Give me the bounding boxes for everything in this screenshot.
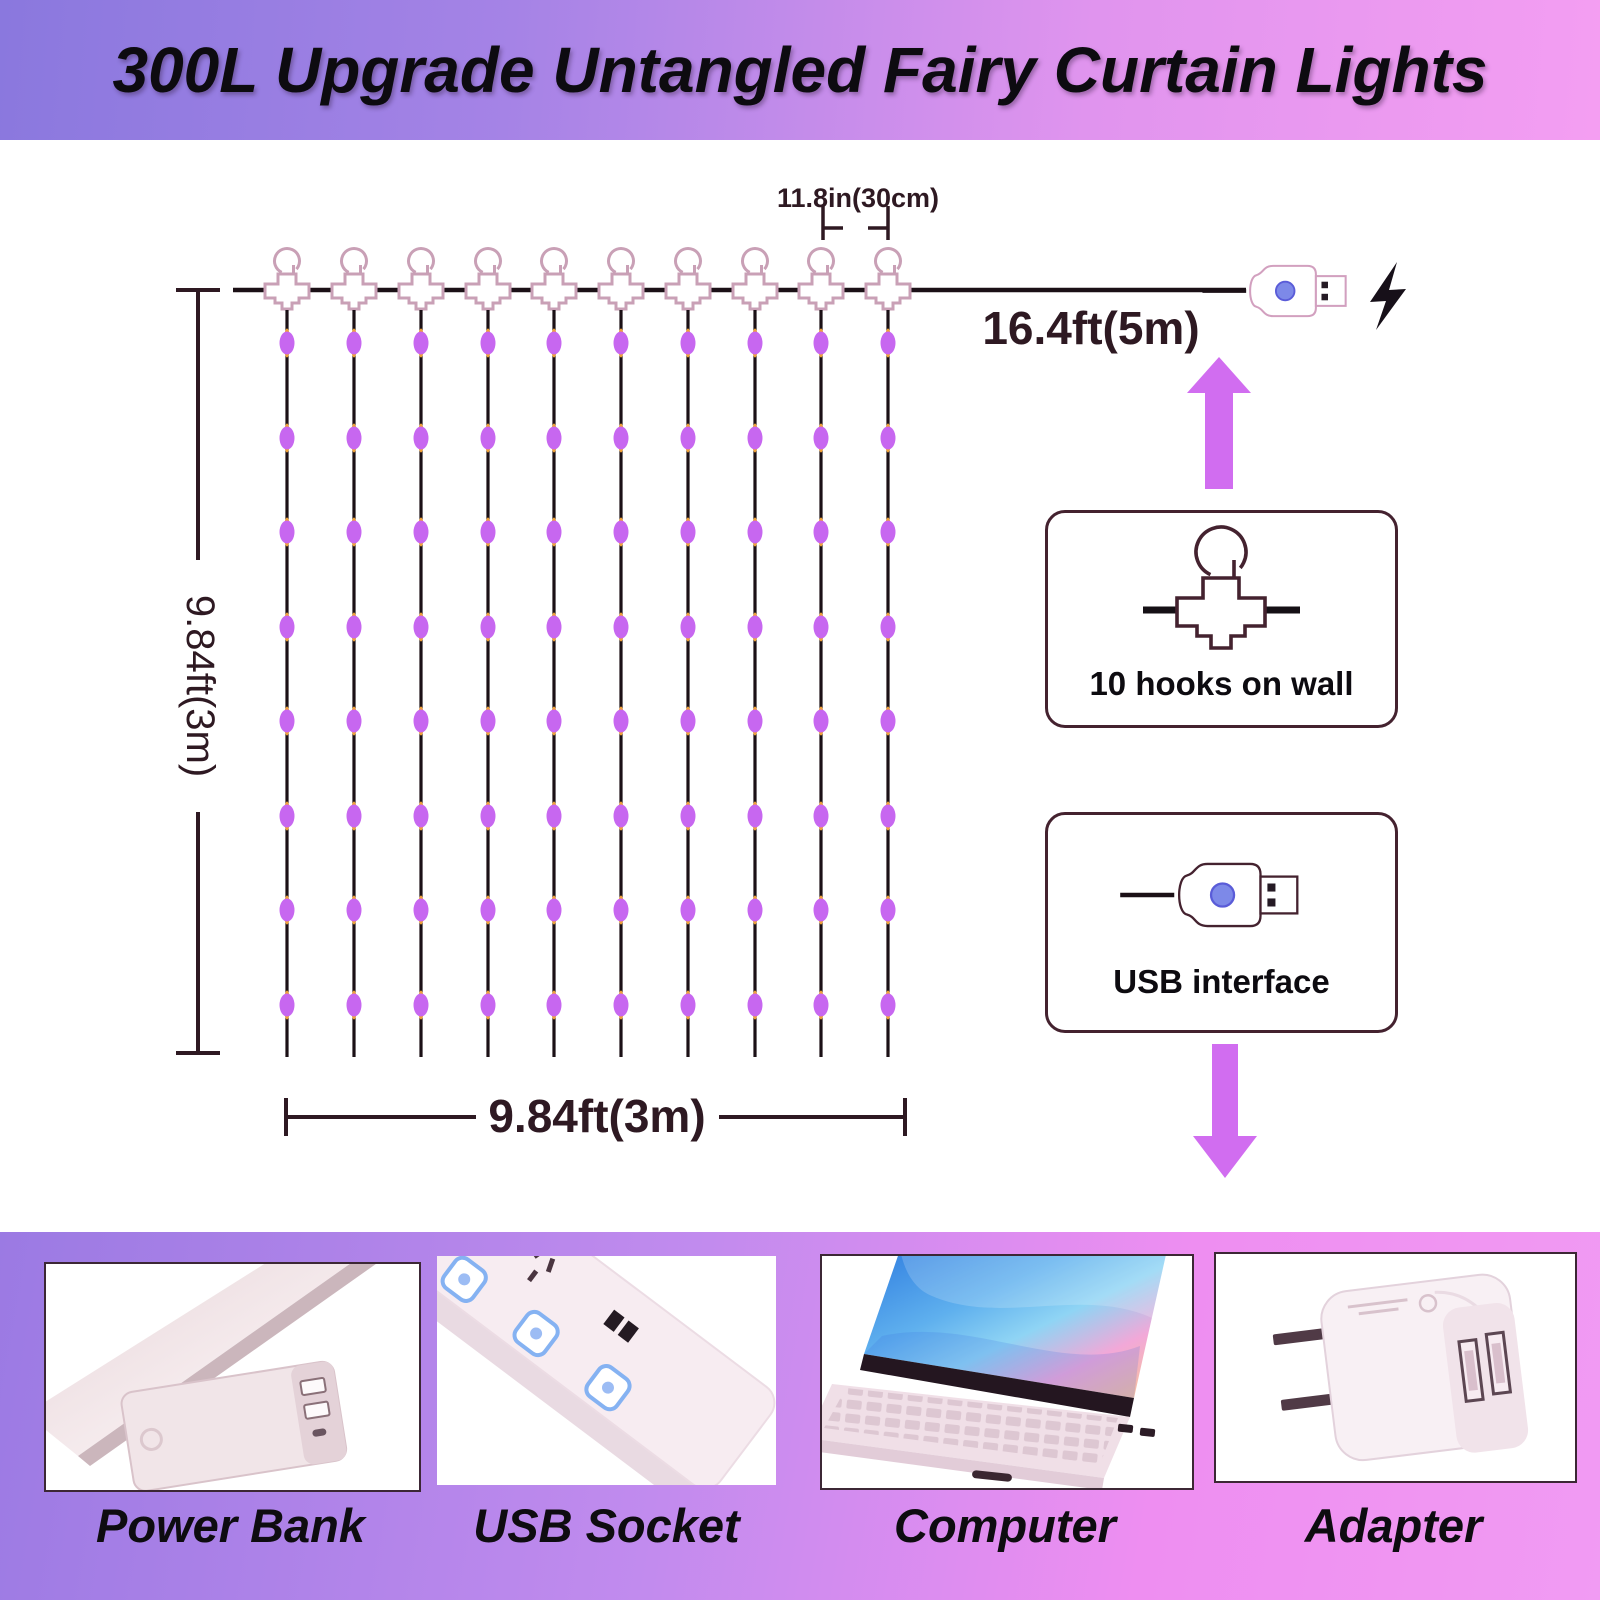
usb-callout-box: USB interface — [1045, 812, 1398, 1033]
power-bank-photo — [44, 1262, 421, 1492]
hook-spacing-ticks — [821, 206, 890, 240]
up-arrow-icon — [1187, 357, 1251, 489]
adapter-label: Adapter — [1304, 1499, 1483, 1552]
usb-callout-label: USB interface — [1113, 963, 1330, 1000]
adapter-photo — [1214, 1252, 1577, 1483]
hooks-callout-box: 10 hooks on wall — [1045, 510, 1398, 728]
curtain-hooks — [264, 243, 911, 310]
usb-connector-icon — [1200, 264, 1348, 318]
width-dimension-label: 9.84ft(3m) — [488, 1090, 705, 1142]
power-bank-label: Power Bank — [95, 1499, 366, 1552]
usb-socket-photo — [437, 1256, 776, 1485]
height-dimension-label: 9.84ft(3m) — [178, 595, 222, 777]
hooks-callout-label: 10 hooks on wall — [1089, 665, 1354, 702]
cable-length-label: 16.4ft(5m) — [982, 302, 1199, 354]
usb-interface-icon — [1048, 815, 1395, 965]
lightning-bolt-icon — [1370, 262, 1406, 330]
wall-hook-icon — [1143, 517, 1300, 649]
width-dimension-bracket — [284, 1098, 907, 1136]
hook-spacing-dimension: 11.8in(30cm) — [777, 183, 939, 213]
down-arrow-icon — [1193, 1044, 1257, 1178]
computer-photo — [820, 1254, 1194, 1490]
computer-label: Computer — [894, 1499, 1116, 1552]
led-strands — [277, 308, 898, 1059]
usb-socket-label: USB Socket — [473, 1499, 740, 1552]
header-banner: 300L Upgrade Untangled Fairy Curtain Lig… — [0, 0, 1600, 140]
height-dimension-bracket — [176, 288, 220, 1055]
page-title: 300L Upgrade Untangled Fairy Curtain Lig… — [112, 34, 1488, 106]
